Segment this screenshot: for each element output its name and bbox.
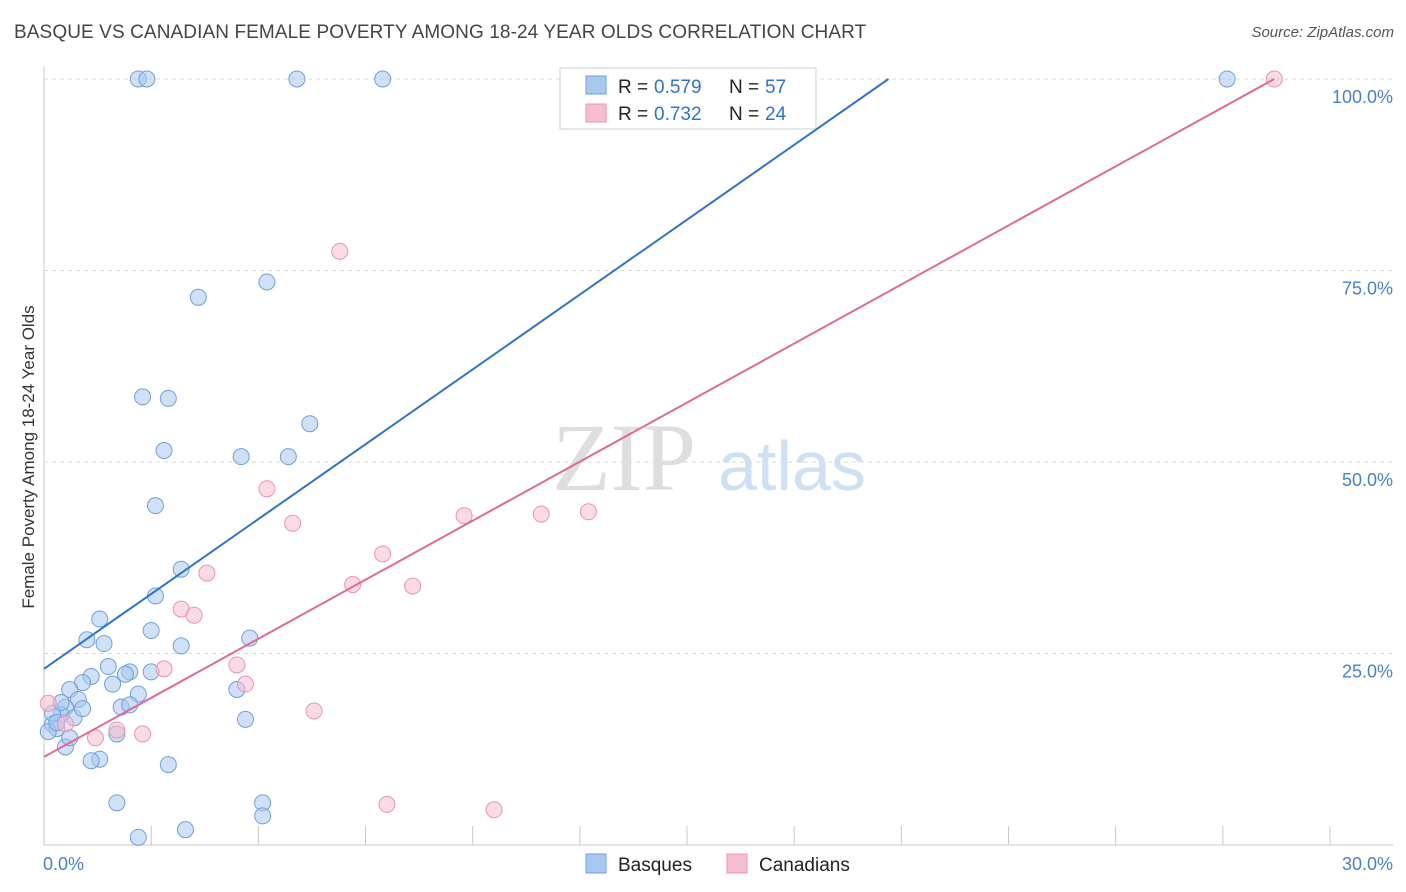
basque-point [176,821,194,839]
grid-layer [44,78,1393,654]
watermark-atlas: atlas [718,427,866,505]
canadian-point [378,795,396,813]
canadian-point [374,545,392,563]
axes-layer: 25.0% 50.0% 75.0% 100.0% 0.0% 30.0% [43,66,1393,874]
basque-trendline [43,78,890,670]
canadian-point [404,577,422,595]
basque-point [279,448,297,466]
basque-point [108,794,126,812]
basque-point [1218,70,1236,88]
legend-r-label: R = [618,104,648,125]
basque-point [254,807,272,825]
bottom-legend-swatch-canadians [726,853,748,874]
canadian-point [331,242,349,260]
basque-point [301,415,319,433]
canadian-point [185,606,203,624]
basque-point [99,658,117,676]
legend-r-value: 0.732 [654,104,702,125]
basque-point [236,710,254,728]
basque-point [95,635,113,653]
basque-point [258,273,276,291]
canadian-point [579,503,597,521]
basque-point [374,70,392,88]
basque-point [172,637,190,655]
bottom-legend-canadians: Canadians [759,855,850,876]
canadian-point [198,564,216,582]
legend-r-value: 0.579 [654,77,702,98]
basque-point [116,665,134,683]
basque-point [159,389,177,407]
basque-point [104,675,122,693]
bottom-legend-basques: Basques [618,855,692,876]
canadian-point [86,729,104,747]
basque-point [134,388,152,406]
canadian-trendline [43,78,1275,758]
bottom-legend-swatch-basques [585,853,607,874]
basque-point [74,700,92,718]
basque-point [146,497,164,515]
canadian-point [228,656,246,674]
bottom-legend: Basques Canadians [585,853,850,876]
canadian-point [236,675,254,693]
y-tick-label: 75.0% [1342,279,1393,299]
basque-point [82,752,100,770]
y-tick-label: 25.0% [1342,662,1393,682]
basque-point [129,828,147,846]
basque-point [288,70,306,88]
canadian-point [108,721,126,739]
canadian-point [134,725,152,743]
canadian-point [305,702,323,720]
canadian-point [155,660,173,678]
chart-source: Source: ZipAtlas.com [1251,24,1394,41]
y-tick-label: 100.0% [1332,87,1393,107]
legend-box: R = 0.579 N = 57 R = 0.732 N = 24 [559,67,817,130]
watermark: ZIP atlas [552,404,866,511]
y-tick-label: 50.0% [1342,470,1393,490]
legend-n-label: N = [729,77,759,98]
legend-swatch-basques [585,75,607,95]
y-axis-label: Female Poverty Among 18-24 Year Olds [19,305,38,608]
basque-point [155,442,173,460]
legend-n-label: N = [729,104,759,125]
legend-r-label: R = [618,77,648,98]
legend-n-value: 57 [765,77,786,98]
legend-swatch-canadians [585,103,607,123]
legend-n-value: 24 [765,104,787,125]
watermark-zip: ZIP [552,404,696,511]
canadian-point [39,694,57,712]
basque-point [138,70,156,88]
x-tick-label: 30.0% [1342,854,1393,874]
basque-point [232,448,250,466]
trendlines [43,78,1275,758]
x-tick-label: 0.0% [43,854,84,874]
basque-point [159,756,177,774]
canadian-point [56,715,74,733]
basque-point [189,288,207,306]
basque-point [91,610,109,628]
basque-point [142,622,160,640]
points-layer [39,70,1283,846]
canadian-point [455,507,473,525]
canadian-point [485,801,503,819]
canadian-point [532,505,550,523]
basque-point [172,560,190,578]
canadian-point [258,480,276,498]
chart-title: BASQUE VS CANADIAN FEMALE POVERTY AMONG … [14,22,867,43]
canadian-point [284,514,302,532]
